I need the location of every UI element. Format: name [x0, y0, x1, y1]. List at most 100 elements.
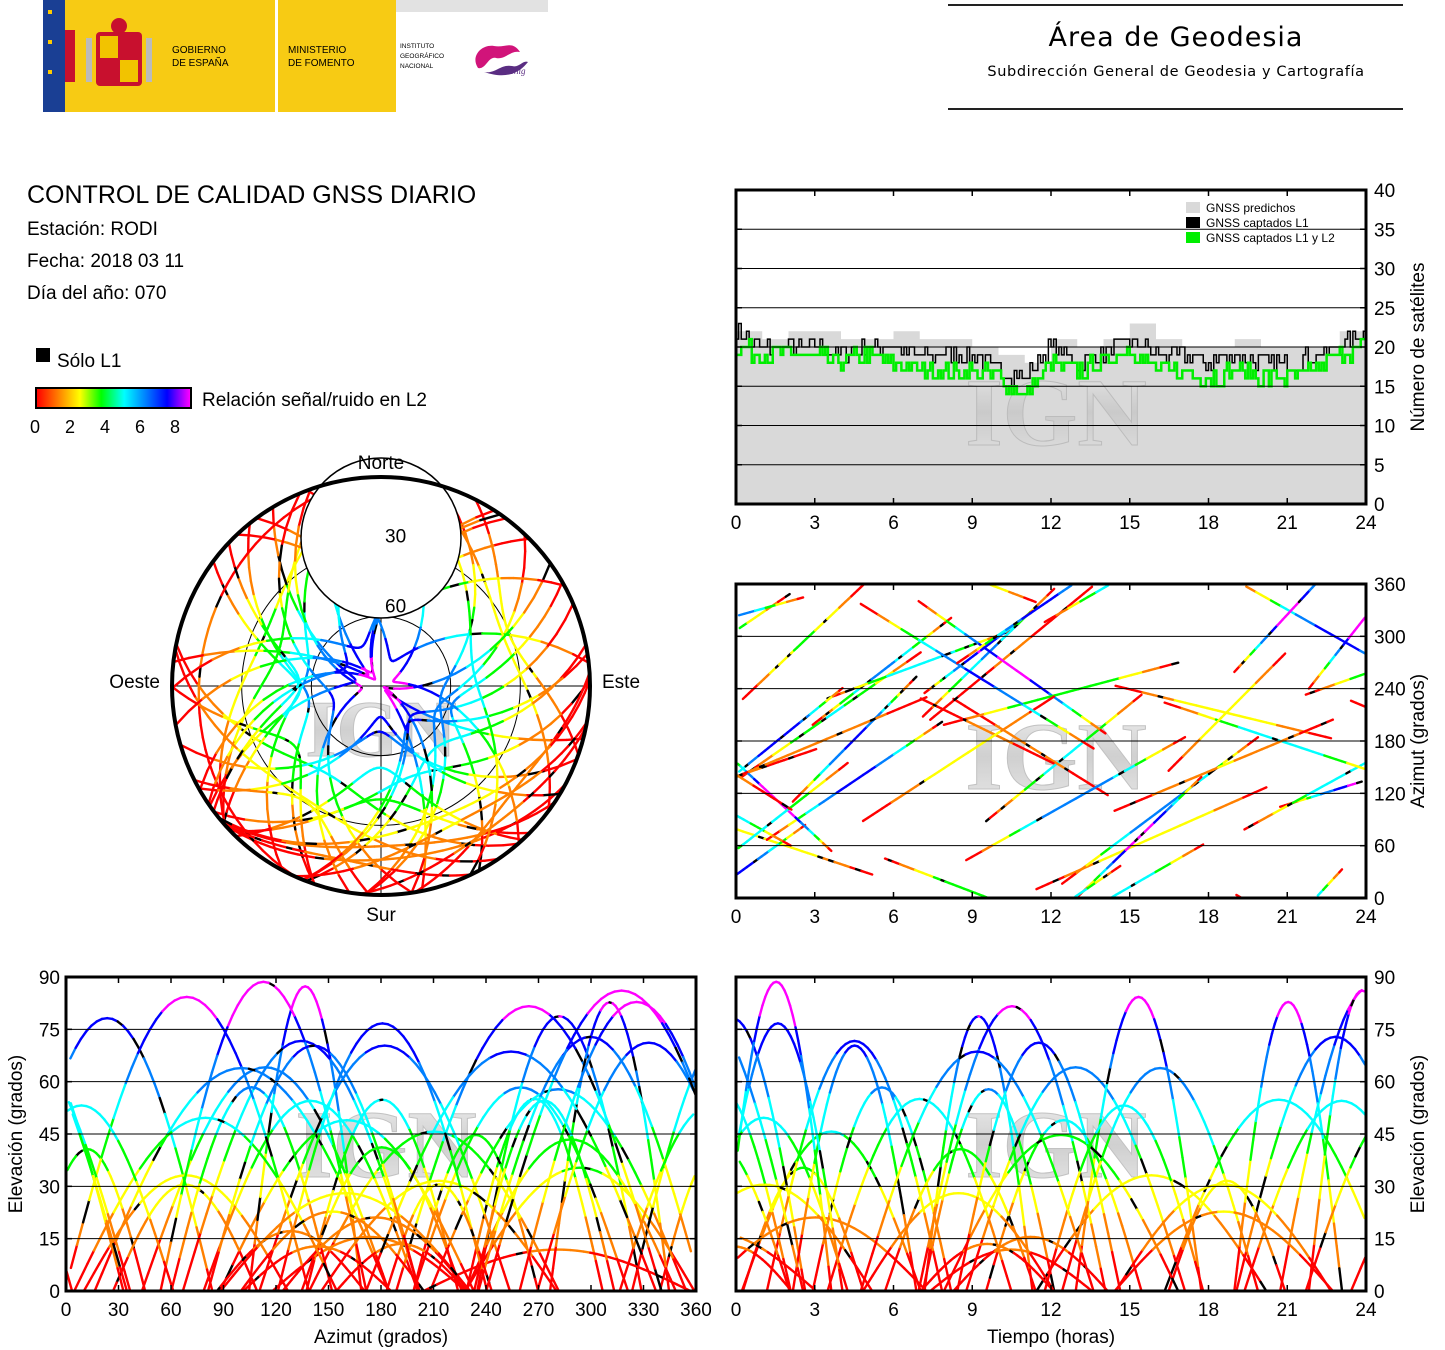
skyplot-track: [303, 844, 308, 857]
skyplot-track: [318, 822, 326, 842]
skyplot-track: [305, 768, 320, 777]
skyplot-track: [218, 755, 229, 773]
skyplot-track: [415, 791, 425, 799]
elevation-azimuth-track: [453, 1249, 463, 1266]
skyplot-track: [339, 633, 344, 644]
skyplot-track: [506, 651, 517, 662]
azimuth-track: [1259, 786, 1268, 792]
elevation-azimuth-track: [684, 1189, 690, 1201]
skyplot-track: [492, 542, 504, 547]
skyplot-track: [324, 671, 337, 675]
skyplot-track: [491, 733, 496, 746]
skyplot-track: [541, 562, 552, 583]
skyplot-track: [321, 646, 330, 657]
skyplot-track: [469, 697, 483, 704]
skyplot-track: [341, 660, 352, 666]
skyplot-track: [524, 577, 540, 582]
skyplot-track: [252, 709, 265, 722]
x-tick-label: 24: [1355, 907, 1377, 928]
skyplot-track: [463, 801, 475, 809]
skyplot-track: [336, 840, 350, 845]
skyplot-track: [259, 661, 277, 668]
skyplot-track: [460, 518, 482, 529]
y-tick-label: 120: [1374, 784, 1406, 805]
skyplot-track: [539, 687, 553, 699]
skyplot-track: [261, 701, 274, 713]
skyplot-track: [444, 634, 459, 640]
eu-blue-band: [43, 0, 65, 112]
skyplot-track: [212, 711, 224, 718]
skyplot-track: [464, 821, 477, 828]
x-tick-label: 21: [1277, 513, 1298, 534]
skyplot-track: [242, 818, 260, 823]
skyplot-track: [250, 759, 260, 768]
skyplot-track: [252, 839, 264, 852]
skyplot-track: [345, 743, 355, 753]
skyplot-track: [290, 596, 299, 611]
skyplot-track: [537, 578, 553, 584]
skyplot-track: [501, 677, 516, 689]
skyplot-track: [290, 822, 303, 827]
skyplot-track: [304, 853, 310, 866]
ring-label: 60: [385, 596, 406, 617]
elevation-azimuth-track: [308, 1277, 317, 1293]
skyplot-track: [549, 713, 563, 726]
skyplot-track: [263, 649, 280, 653]
skyplot-track: [521, 635, 532, 647]
skyplot-track: [319, 799, 330, 808]
skyplot-track: [496, 833, 512, 839]
skyplot-track: [539, 764, 549, 774]
skyplot-track: [442, 729, 446, 740]
legend-swatch: [1186, 217, 1200, 228]
skyplot-track: [304, 628, 308, 639]
azimuth-track: [809, 747, 818, 753]
skyplot-track: [280, 715, 287, 727]
skyplot-track: [484, 523, 490, 535]
skyplot-track: [448, 701, 461, 712]
skyplot-track: [380, 868, 398, 884]
skyplot-track: [375, 788, 385, 795]
skyplot-track: [224, 718, 231, 731]
elevation-azimuth-track: [447, 1236, 456, 1253]
elevation-azimuth-track: [502, 1134, 509, 1147]
skyplot-track: [272, 713, 285, 724]
skyplot-track: [403, 875, 413, 882]
x-tick-label: 3: [809, 907, 820, 928]
skyplot-track: [206, 751, 218, 772]
skyplot-track: [255, 605, 263, 619]
skyplot-track: [332, 660, 343, 666]
skyplot-track: [488, 596, 494, 607]
skyplot-track: [230, 757, 239, 769]
skyplot-track: [206, 715, 217, 727]
skyplot-track: [316, 644, 326, 657]
skyplot-track: [249, 698, 265, 712]
skyplot-track: [425, 841, 437, 845]
skyplot-track: [438, 695, 451, 705]
skyplot-track: [488, 723, 494, 736]
x-tick-label: 15: [1119, 907, 1140, 928]
skyplot-track: [245, 665, 263, 674]
cnig-text: cnig: [510, 66, 526, 76]
skyplot-track: [270, 708, 279, 716]
skyplot-track: [441, 839, 452, 843]
skyplot-track: [344, 632, 351, 644]
skyplot-track: [461, 551, 471, 558]
elevation-azimuth-track: [616, 1257, 624, 1277]
skyplot-track: [441, 722, 445, 732]
skyplot-track: [556, 726, 567, 739]
direction-west: Oeste: [109, 672, 160, 693]
azimuth-track: [1136, 693, 1143, 700]
skyplot-track: [475, 546, 487, 552]
skyplot-track: [269, 613, 275, 623]
skyplot-track: [501, 735, 519, 740]
skyplot-track: [538, 685, 554, 697]
skyplot-track: [327, 736, 331, 748]
skyplot-track: [278, 592, 284, 610]
skyplot-track: [413, 839, 423, 846]
skyplot-track: [400, 849, 414, 855]
skyplot-track: [358, 881, 366, 890]
azimuth-track: [1115, 864, 1122, 870]
skyplot-track: [307, 863, 313, 876]
skyplot-track: [310, 692, 322, 699]
